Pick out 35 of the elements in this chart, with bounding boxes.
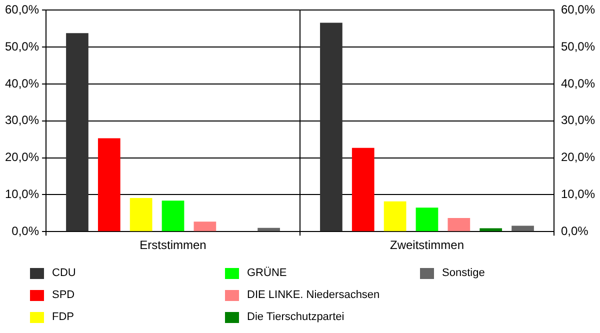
legend-label: FDP: [52, 311, 74, 323]
bar: [320, 22, 342, 232]
y2-tick-label: 20,0%: [560, 150, 596, 164]
y-tick-label: 60,0%: [4, 2, 40, 17]
legend-label: GRÜNE: [247, 267, 287, 279]
y2-tick-label: 40,0%: [560, 76, 596, 90]
x-tick-label: Erststimmen: [140, 238, 206, 252]
y-tick-label: 10,0%: [4, 187, 40, 202]
y-tick-label: 40,0%: [4, 76, 40, 90]
bar: [66, 33, 88, 232]
bar: [512, 226, 534, 232]
y2-tick-label: 30,0%: [560, 113, 596, 128]
bar: [384, 201, 406, 232]
bar: [352, 148, 374, 232]
y2-tick-label: 60,0%: [560, 2, 596, 17]
y-tick-label: 30,0%: [4, 113, 40, 128]
bar: [258, 228, 280, 232]
y2-tick-label: 0,0%: [560, 224, 589, 238]
y-tick-label: 50,0%: [4, 39, 40, 54]
bar: [162, 200, 184, 232]
y-tick-label: 20,0%: [4, 150, 40, 164]
bar: [448, 218, 470, 232]
x-tick-label: Zweitstimmen: [390, 238, 464, 252]
y2-tick-label: 50,0%: [560, 39, 596, 54]
y-tick-label: 0,0%: [12, 224, 40, 238]
legend-label: SPD: [52, 289, 75, 301]
bar: [98, 138, 120, 232]
legend-label: Sonstige: [442, 267, 485, 279]
legend-label: CDU: [52, 267, 76, 279]
bar: [416, 208, 438, 232]
bar: [194, 222, 216, 232]
legend-label: DIE LINKE. Niedersachsen: [247, 289, 380, 301]
legend-label: Die Tierschutzpartei: [247, 311, 344, 323]
bar: [130, 198, 152, 232]
y2-tick-label: 10,0%: [560, 187, 596, 202]
